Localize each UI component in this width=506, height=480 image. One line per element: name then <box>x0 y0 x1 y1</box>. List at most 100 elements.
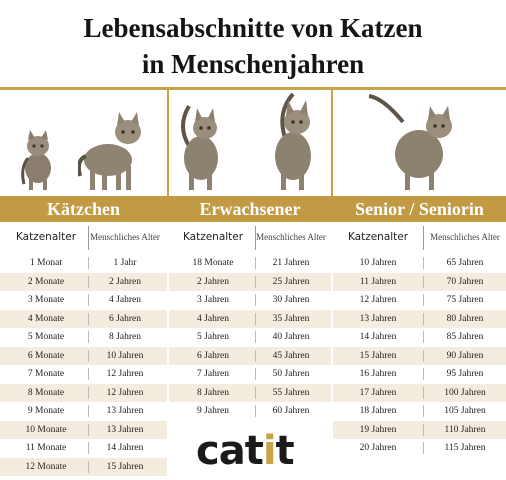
cat-age-cell: 13 Jahren <box>359 313 397 324</box>
table-row: 18 Monate 21 Jahren <box>169 254 331 273</box>
cat-age-cell: 12 Jahren <box>359 295 397 305</box>
table-row: 20 Jahren 115 Jahren <box>333 439 506 458</box>
human-age-cell: 65 Jahren <box>446 258 484 268</box>
human-age-cell: 12 Jahren <box>106 369 144 379</box>
cat-age-cell: 12 Monate <box>25 461 67 472</box>
column-header-cat-age: Katzenalter <box>182 231 244 243</box>
human-age-cell: 8 Jahren <box>109 332 141 342</box>
human-age-cell: 6 Jahren <box>109 313 141 324</box>
cat-age-cell: 2 Jahren <box>197 276 229 287</box>
senior-cat-photos <box>333 92 506 196</box>
human-age-cell: 100 Jahren <box>444 387 486 398</box>
cell-divider <box>88 442 89 454</box>
table-row: 6 Jahren 45 Jahren <box>169 346 331 365</box>
cell-divider <box>88 349 89 362</box>
cell-divider <box>88 423 89 436</box>
table-row: 16 Jahren 95 Jahren <box>333 365 506 384</box>
column-header-human-age: Menschliches Alter <box>256 232 326 242</box>
cell-divider <box>88 257 89 269</box>
cell-divider <box>255 275 256 288</box>
title-line-1: Lebensabschnitte von Katzen <box>83 13 423 43</box>
adult-cat-icon <box>181 104 218 190</box>
human-age-cell: 80 Jahren <box>446 313 484 324</box>
human-age-cell: 115 Jahren <box>444 443 486 453</box>
cat-age-cell: 18 Monate <box>192 258 234 268</box>
table-row: 8 Jahren 55 Jahren <box>169 383 331 402</box>
small-kitten-icon <box>21 130 51 190</box>
human-age-cell: 12 Jahren <box>106 387 144 398</box>
senior-cat-icon <box>368 94 452 190</box>
table-row: 8 Monate 12 Jahren <box>0 383 167 402</box>
human-age-cell: 14 Jahren <box>106 443 144 453</box>
section-title-kitten: Kätzchen <box>47 199 120 219</box>
cat-age-cell: 6 Monate <box>27 350 65 361</box>
cat-age-cell: 11 Monate <box>25 443 67 453</box>
cell-divider <box>255 405 256 417</box>
table-row: 14 Jahren 85 Jahren <box>333 328 506 347</box>
header-divider <box>423 226 424 250</box>
cell-divider <box>423 257 424 269</box>
cat-age-cell: 15 Jahren <box>359 350 397 361</box>
human-age-cell: 1 Jahr <box>113 258 137 268</box>
human-age-cell: 4 Jahren <box>109 295 141 305</box>
human-age-cell: 13 Jahren <box>106 424 144 435</box>
cat-age-cell: 9 Jahren <box>197 406 229 416</box>
kitten-icon <box>78 112 141 190</box>
human-age-cell: 25 Jahren <box>272 276 310 287</box>
column-header-cat-age: Katzenalter <box>347 231 409 243</box>
gold-divider <box>0 87 506 90</box>
table-row: 6 Monate 10 Jahren <box>0 346 167 365</box>
cat-age-cell: 16 Jahren <box>359 369 397 379</box>
human-age-cell: 90 Jahren <box>446 350 484 361</box>
cat-age-cell: 10 Monate <box>25 424 67 435</box>
cat-age-cell: 19 Jahren <box>359 424 397 435</box>
table-row: 18 Jahren 105 Jahren <box>333 402 506 421</box>
header-divider <box>255 226 256 250</box>
cat-age-cell: 4 Jahren <box>197 313 229 324</box>
human-age-cell: 15 Jahren <box>106 461 144 472</box>
header-divider <box>88 226 89 250</box>
table-row: 9 Jahren 60 Jahren <box>169 402 331 421</box>
human-age-cell: 55 Jahren <box>272 387 310 398</box>
human-age-cell: 21 Jahren <box>272 258 310 268</box>
human-age-cell: 95 Jahren <box>446 369 484 379</box>
section-divider-2 <box>331 87 333 197</box>
human-age-cell: 70 Jahren <box>446 276 484 287</box>
human-age-cell: 30 Jahren <box>272 295 310 305</box>
cell-divider <box>255 257 256 269</box>
column-header-cat-age: Katzenalter <box>15 231 77 243</box>
cell-divider <box>423 275 424 288</box>
table-row: 17 Jahren 100 Jahren <box>333 383 506 402</box>
cell-divider <box>255 312 256 325</box>
cell-divider <box>423 368 424 380</box>
section-header-band <box>0 196 506 222</box>
table-row: 19 Jahren 110 Jahren <box>333 420 506 439</box>
human-age-cell: 110 Jahren <box>444 424 486 435</box>
human-age-cell: 35 Jahren <box>272 313 310 324</box>
cat-age-cell: 1 Monat <box>30 258 62 268</box>
human-age-cell: 60 Jahren <box>272 406 310 416</box>
cat-age-cell: 3 Jahren <box>197 295 229 305</box>
cell-divider <box>88 275 89 288</box>
cat-age-cell: 5 Monate <box>27 332 65 342</box>
cat-age-cell: 5 Jahren <box>197 332 229 342</box>
cat-age-cell: 3 Monate <box>27 295 65 305</box>
table-row: 1 Monat 1 Jahr <box>0 254 167 273</box>
cell-divider <box>88 405 89 417</box>
adult-cat-icon-2 <box>275 92 311 190</box>
human-age-cell: 10 Jahren <box>106 350 144 361</box>
table-row: 7 Jahren 50 Jahren <box>169 365 331 384</box>
cell-divider <box>88 460 89 473</box>
cell-divider <box>423 331 424 343</box>
table-row: 4 Monate 6 Jahren <box>0 309 167 328</box>
table-row: 5 Monate 8 Jahren <box>0 328 167 347</box>
cat-age-cell: 18 Jahren <box>359 406 397 416</box>
table-row: 2 Monate 2 Jahren <box>0 272 167 291</box>
cat-age-cell: 4 Monate <box>27 313 65 324</box>
cat-age-cell: 10 Jahren <box>359 258 397 268</box>
cell-divider <box>423 405 424 417</box>
table-row: 10 Jahren 65 Jahren <box>333 254 506 273</box>
cell-divider <box>255 294 256 306</box>
cell-divider <box>88 386 89 399</box>
table-row: 9 Monate 13 Jahren <box>0 402 167 421</box>
